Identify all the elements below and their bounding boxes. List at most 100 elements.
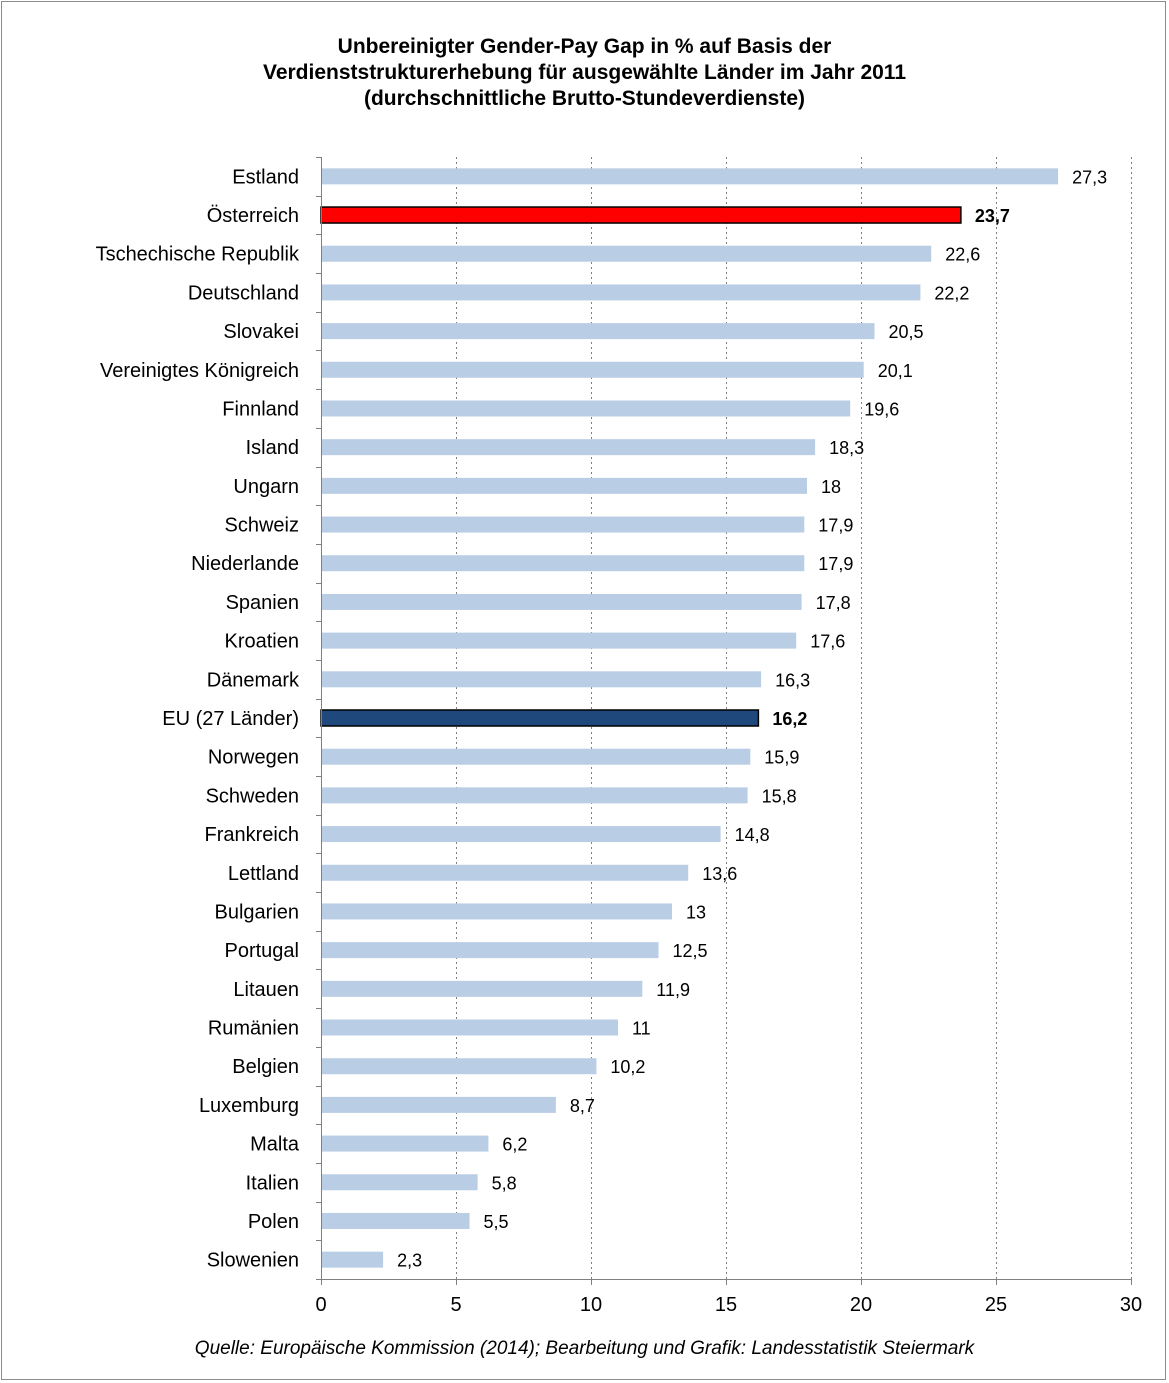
category-label: EU (27 Länder) — [162, 708, 299, 730]
bar — [321, 168, 1059, 185]
category-label: Deutschland — [188, 282, 299, 304]
category-label: Frankreich — [205, 824, 299, 846]
category-label: Niederlande — [191, 553, 299, 575]
x-tick-label: 15 — [715, 1294, 737, 1316]
value-label: 22,6 — [945, 245, 980, 265]
value-label: 6,2 — [502, 1135, 527, 1155]
value-label: 22,2 — [934, 283, 969, 303]
x-tick-label: 25 — [985, 1294, 1007, 1316]
bar — [321, 245, 932, 262]
bar — [321, 593, 802, 610]
value-label: 15,8 — [762, 786, 797, 806]
value-label: 5,8 — [492, 1173, 517, 1193]
bar — [321, 284, 921, 301]
bar — [321, 632, 797, 649]
category-label: Malta — [250, 1134, 300, 1156]
value-label: 12,5 — [673, 941, 708, 961]
bar — [321, 980, 643, 997]
chart-title-line-2: Verdienststrukturerhebung für ausgewählt… — [262, 61, 907, 84]
category-label: Ungarn — [233, 476, 299, 498]
category-label: Finnland — [222, 398, 299, 420]
value-label: 11,9 — [656, 980, 690, 1000]
x-tick-label: 0 — [315, 1294, 326, 1316]
bar — [321, 516, 805, 533]
value-label: 18 — [821, 477, 841, 497]
bar — [321, 361, 864, 378]
bar — [320, 709, 760, 727]
value-label: 16,3 — [775, 670, 810, 690]
category-label: Estland — [232, 166, 299, 188]
category-label: Österreich — [207, 205, 299, 227]
category-label: Belgien — [232, 1056, 299, 1078]
category-label: Vereinigtes Königreich — [100, 360, 299, 382]
bar — [321, 748, 751, 765]
category-label: Bulgarien — [214, 901, 299, 923]
bar — [321, 477, 807, 494]
bar — [321, 1096, 556, 1113]
category-label: Spanien — [226, 592, 299, 614]
value-label: 5,5 — [484, 1212, 509, 1232]
category-label: Rumänien — [208, 1018, 299, 1040]
value-label: 19,6 — [864, 399, 899, 419]
chart-title: Unbereinigter Gender-Pay Gap in % auf Ba… — [0, 34, 1169, 112]
bar — [321, 787, 748, 804]
category-label: Litauen — [233, 979, 299, 1001]
category-label: Dänemark — [207, 669, 300, 691]
value-label: 17,6 — [810, 632, 845, 652]
x-tick-label: 30 — [1120, 1294, 1142, 1316]
x-tick-label: 10 — [580, 1294, 602, 1316]
category-label: Slovakei — [223, 321, 299, 343]
category-label: Luxemburg — [199, 1095, 299, 1117]
bar — [321, 439, 816, 456]
value-label: 23,7 — [975, 206, 1010, 226]
bar — [321, 555, 805, 572]
x-tick-label: 5 — [450, 1294, 461, 1316]
value-label: 8,7 — [570, 1096, 595, 1116]
category-label: Schweiz — [225, 515, 299, 537]
value-label: 20,5 — [889, 322, 924, 342]
value-label: 11 — [632, 1019, 651, 1039]
category-label: Polen — [248, 1211, 299, 1233]
bar — [321, 826, 721, 843]
value-label: 13,6 — [702, 864, 737, 884]
bar — [321, 1251, 384, 1268]
category-label: Island — [246, 437, 299, 459]
value-label: 17,8 — [816, 593, 851, 613]
value-label: 18,3 — [829, 438, 864, 458]
chart-title-line-3: (durchschnittliche Brutto-Stundeverdiens… — [363, 87, 806, 110]
category-label: Tschechische Republik — [96, 244, 300, 266]
bar — [321, 671, 762, 688]
bar — [321, 400, 851, 417]
bar — [321, 1135, 489, 1152]
x-tick-label: 20 — [850, 1294, 872, 1316]
value-label: 14,8 — [735, 825, 770, 845]
bar — [321, 1212, 470, 1229]
value-label: 17,9 — [818, 516, 853, 536]
bar — [321, 903, 672, 920]
bar — [320, 206, 962, 224]
value-label: 10,2 — [610, 1057, 645, 1077]
bar — [321, 864, 689, 881]
chart-title-line-1: Unbereinigter Gender-Pay Gap in % auf Ba… — [337, 35, 832, 58]
category-label: Norwegen — [208, 747, 299, 769]
value-label: 2,3 — [397, 1251, 422, 1271]
bar — [321, 323, 875, 340]
value-label: 16,2 — [772, 709, 807, 729]
category-label: Schweden — [206, 785, 299, 807]
bar — [321, 1058, 597, 1075]
category-label: Lettland — [228, 863, 299, 885]
chart-source: Quelle: Europäische Kommission (2014); B… — [194, 1338, 975, 1359]
value-label: 20,1 — [878, 361, 913, 381]
value-label: 13 — [686, 902, 706, 922]
category-label: Italien — [246, 1172, 299, 1194]
value-label: 17,9 — [818, 554, 853, 574]
value-label: 27,3 — [1072, 167, 1107, 187]
bar — [321, 1174, 478, 1191]
category-label: Kroatien — [225, 631, 300, 653]
value-label: 15,9 — [764, 748, 799, 768]
category-label: Slowenien — [207, 1250, 299, 1272]
category-label: Portugal — [225, 940, 300, 962]
bar — [321, 942, 659, 959]
